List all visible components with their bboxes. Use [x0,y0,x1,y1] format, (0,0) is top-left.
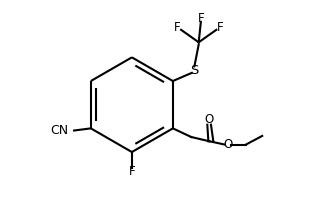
Text: F: F [174,21,180,34]
Text: O: O [223,138,232,151]
Text: CN: CN [50,124,68,137]
Text: S: S [190,64,199,77]
Text: F: F [217,21,224,34]
Text: F: F [198,12,204,25]
Text: O: O [204,113,214,126]
Text: F: F [129,165,135,178]
